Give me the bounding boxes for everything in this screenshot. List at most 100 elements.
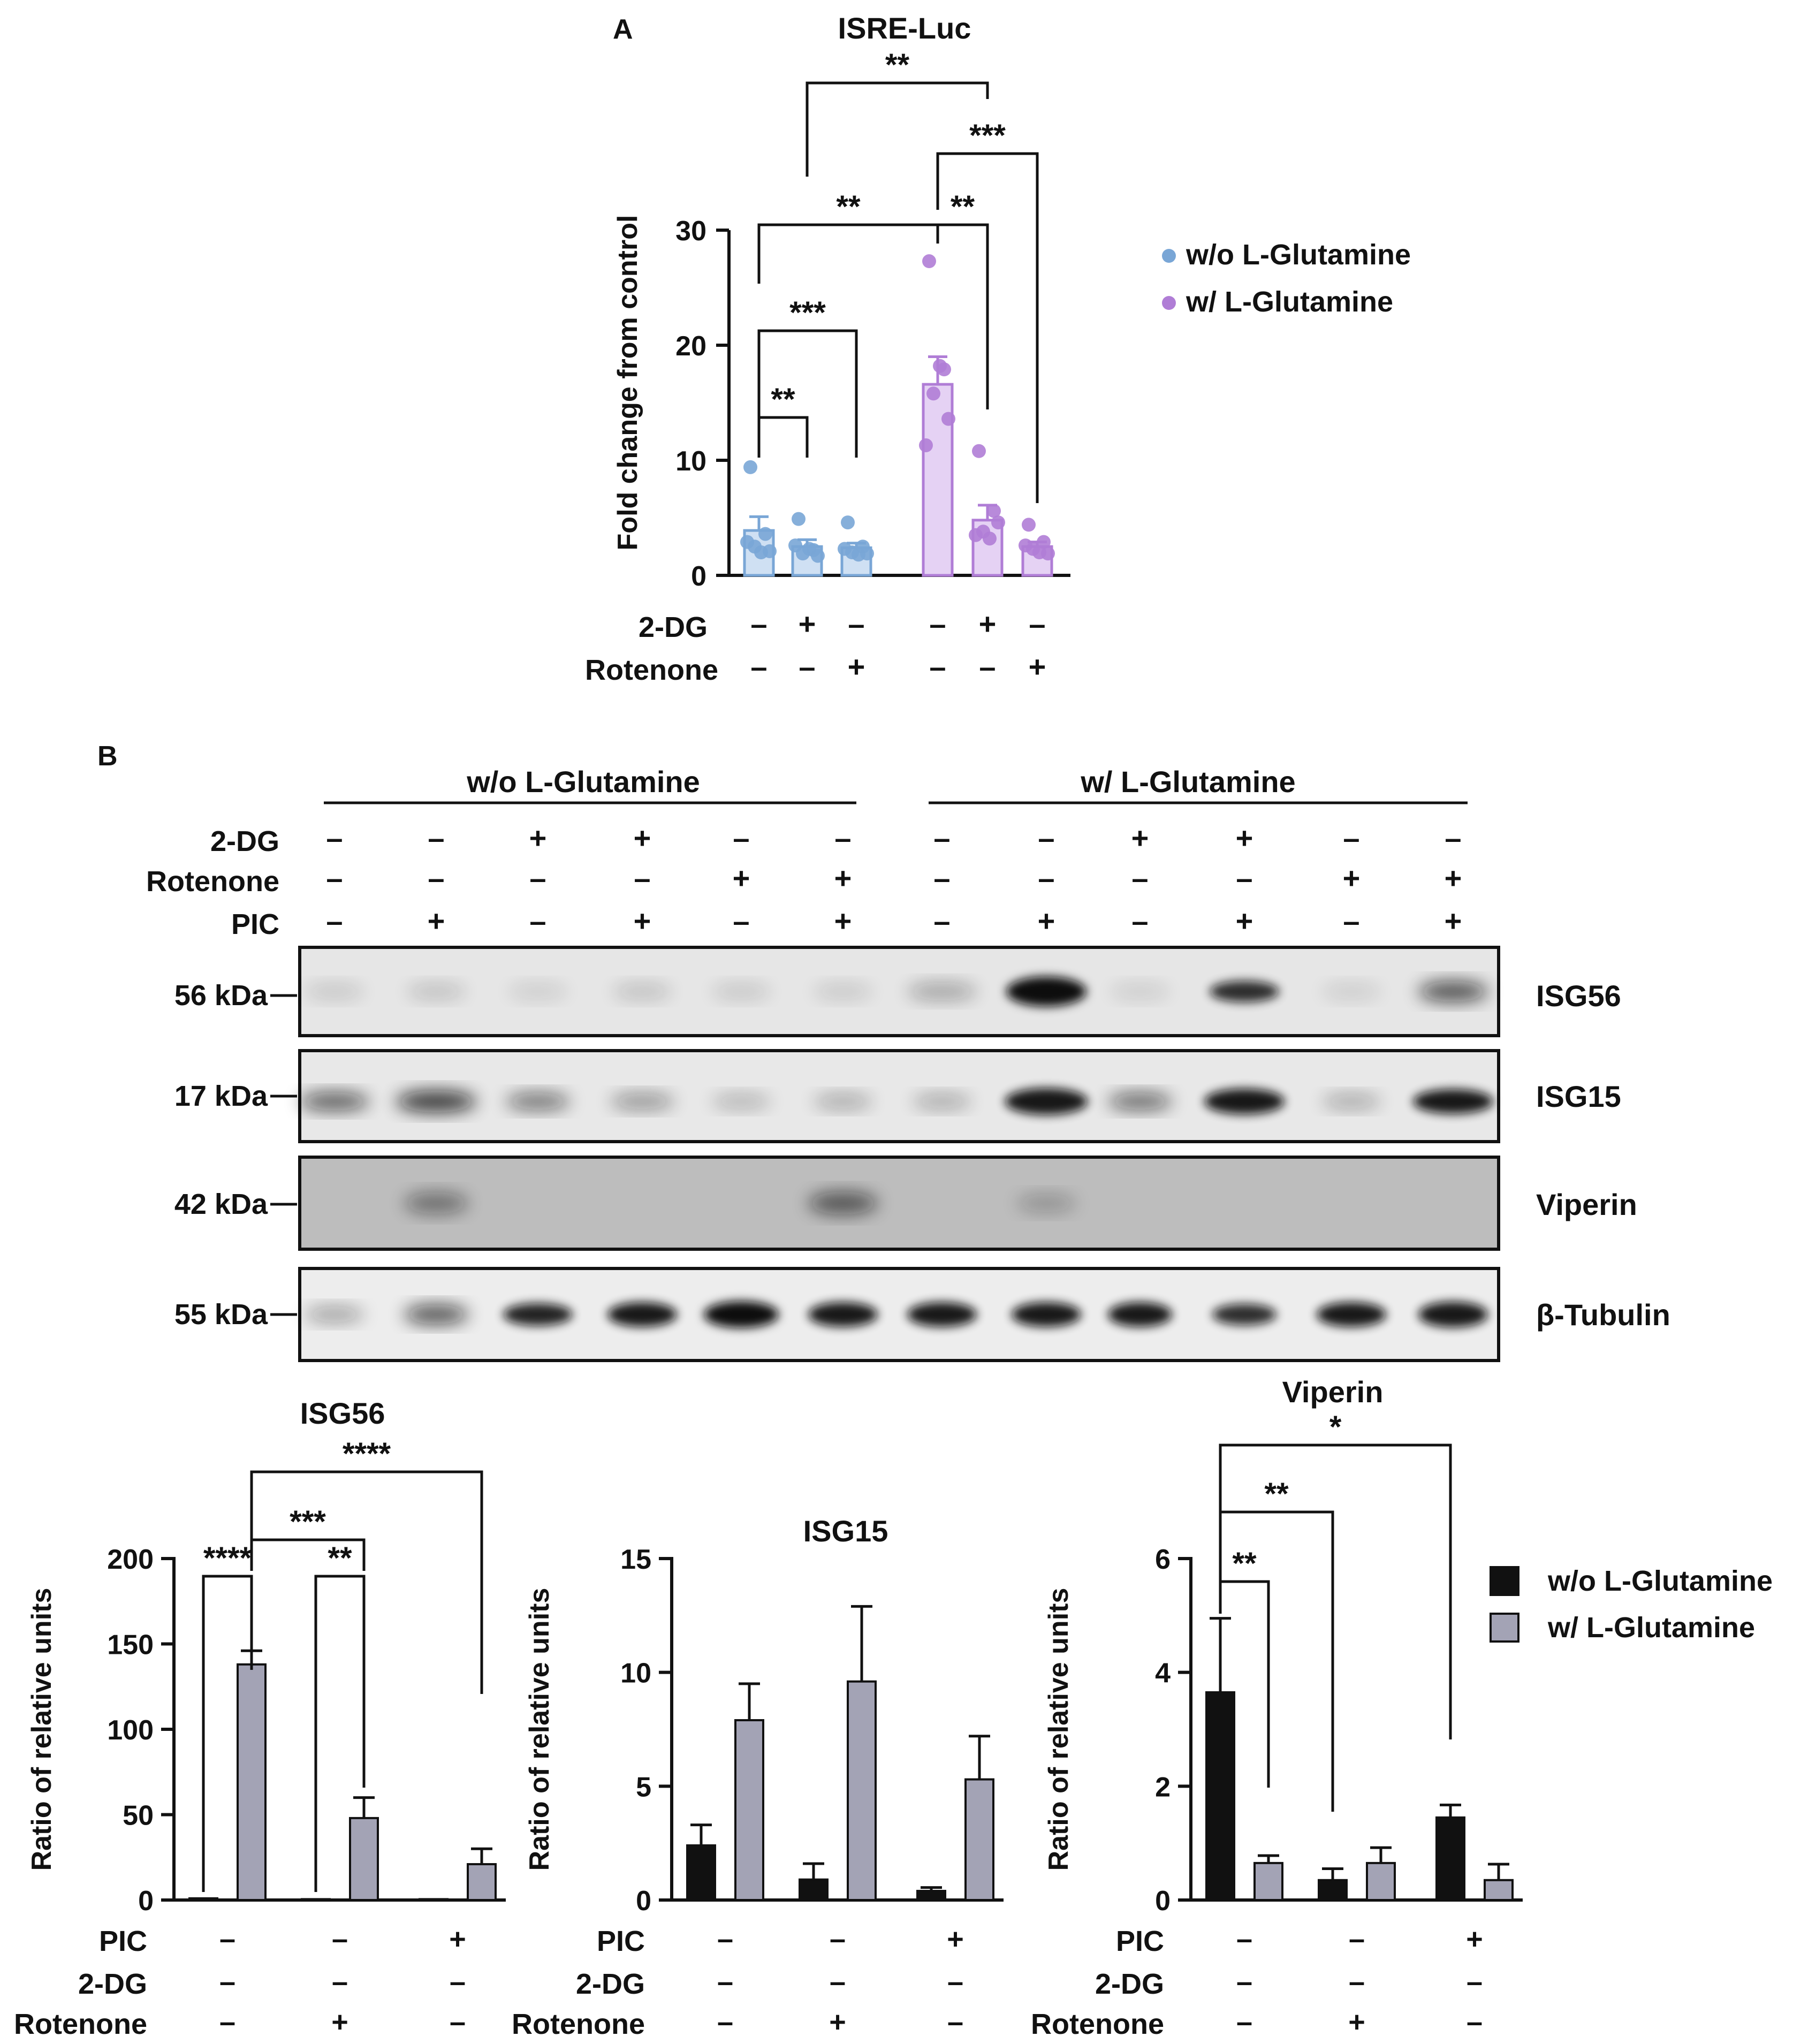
bar: [1318, 1879, 1348, 1902]
data-point: [852, 548, 865, 562]
kda-label: 17 kDa: [174, 1080, 268, 1112]
data-point: [743, 460, 757, 474]
blot-band: [808, 1192, 878, 1214]
sig-bracket: [936, 223, 989, 409]
blot-band: [1322, 983, 1381, 1000]
blot-band: [1108, 1302, 1172, 1327]
blot-band: [407, 983, 466, 1000]
lane-sign: +: [834, 904, 852, 938]
treatment-sign: –: [750, 650, 767, 683]
blot-band: [1418, 981, 1488, 1002]
lane-sign: –: [733, 904, 749, 938]
treatment-row-label: Rotenone: [1031, 2008, 1164, 2040]
lane-sign: –: [1236, 861, 1252, 895]
treatment-sign: –: [1467, 2006, 1483, 2038]
blot-band: [1012, 1302, 1081, 1327]
treatment-sign: –: [332, 1923, 348, 1955]
lane-sign: +: [634, 821, 651, 855]
sig-bracket: [314, 1575, 366, 1892]
bar: [419, 1898, 449, 1902]
blot-band: [913, 1094, 971, 1109]
blot-band: [1210, 981, 1279, 1002]
sig-bracket: [202, 1575, 253, 1892]
lane-sign: –: [933, 821, 950, 855]
treatment-sign: +: [331, 2006, 348, 2038]
blot-group-label-w: w/ L-Glutamine: [1080, 765, 1295, 799]
sig-bracket: [250, 1470, 483, 1694]
legend-dot-wo: [1162, 249, 1176, 263]
y-axis-label: Ratio of relative units: [26, 1588, 57, 1871]
sig-bracket-label: **: [885, 48, 910, 82]
bar: [1253, 1861, 1283, 1901]
kda-label: 56 kDa: [174, 979, 268, 1012]
data-point: [972, 444, 986, 458]
blot-band: [1204, 1089, 1285, 1114]
blot-band: [508, 983, 567, 1000]
blot-band: [808, 1302, 878, 1327]
blot-band: [1108, 1093, 1172, 1110]
legend-dot-w: [1162, 296, 1176, 310]
blot-band: [610, 1093, 674, 1110]
treatment-sign: –: [830, 1966, 846, 1998]
protein-label: ISG15: [1536, 1080, 1621, 1113]
y-tick-label: 20: [675, 331, 706, 362]
treatment-sign: +: [829, 2006, 846, 2038]
y-axis-label: Ratio of relative units: [1043, 1588, 1074, 1871]
sig-bracket: [757, 329, 858, 458]
blot-band: [1017, 1194, 1076, 1212]
blot-band: [907, 982, 977, 1001]
treatment-sign: –: [332, 1966, 348, 1998]
bar: [301, 1898, 331, 1902]
lane-sign: –: [733, 821, 749, 855]
data-point: [788, 538, 802, 553]
sig-bracket-label: ****: [203, 1541, 252, 1576]
lane-sign: –: [1343, 904, 1359, 938]
y-tick-label: 6: [1155, 1544, 1171, 1575]
protein-label: Viperin: [1536, 1188, 1637, 1221]
y-tick-label: 50: [123, 1800, 154, 1832]
treatment-row-label: Rotenone: [512, 2008, 645, 2040]
panel-a-legend: w/o L-Glutamine w/ L-Glutamine: [1162, 239, 1411, 318]
y-tick-label: 100: [107, 1715, 154, 1746]
treatment-sign: –: [830, 1923, 846, 1955]
blot-band: [404, 1305, 468, 1324]
treatment-sign: –: [717, 1966, 733, 1998]
treatment-sign: –: [929, 650, 946, 683]
kda-label: 55 kDa: [174, 1298, 268, 1331]
bar: [467, 1863, 497, 1902]
lane-sign: +: [733, 861, 750, 895]
blot-band: [1005, 1088, 1088, 1115]
treatment-row-label: PIC: [597, 1925, 645, 1957]
data-point: [841, 515, 855, 530]
lane-sign: –: [634, 861, 650, 895]
data-point: [919, 438, 933, 453]
legend-label-wo: w/o L-Glutamine: [1547, 1565, 1773, 1597]
data-point: [802, 542, 816, 556]
panel-a-title: ISRE-Luc: [838, 11, 971, 45]
lane-sign: +: [1038, 904, 1055, 938]
lane-sign: +: [1343, 861, 1361, 895]
blot-row-label-pic: PIC: [231, 908, 279, 940]
treatment-sign: –: [979, 650, 996, 683]
treatment-sign: –: [1349, 1966, 1365, 1998]
y-tick-label: 10: [675, 446, 706, 477]
treatment-sign: –: [450, 1966, 466, 1998]
treatment-sign: +: [449, 1923, 466, 1955]
blot-band: [503, 1303, 573, 1326]
sig-bracket-label: ****: [343, 1437, 391, 1471]
lane-sign: +: [529, 821, 547, 855]
treatment-sign: +: [799, 607, 816, 641]
blot-band: [712, 1094, 771, 1109]
sig-bracket-label: *: [1329, 1410, 1342, 1445]
lane-sign: –: [428, 821, 444, 855]
y-axis-label: Ratio of relative units: [524, 1588, 555, 1871]
data-point: [969, 528, 983, 542]
treatment-sign: +: [947, 1923, 964, 1955]
sig-bracket-label: **: [1232, 1546, 1257, 1581]
blot-band: [814, 1094, 872, 1109]
treatment-row-label: 2-DG: [1095, 1968, 1164, 2000]
blot-frame: [298, 1049, 1500, 1143]
treatment-sign: +: [1029, 650, 1046, 683]
lane-sign: –: [326, 904, 343, 938]
panel-a: A ISRE-Luc Fold change from control 0 10 2…: [585, 11, 1411, 686]
